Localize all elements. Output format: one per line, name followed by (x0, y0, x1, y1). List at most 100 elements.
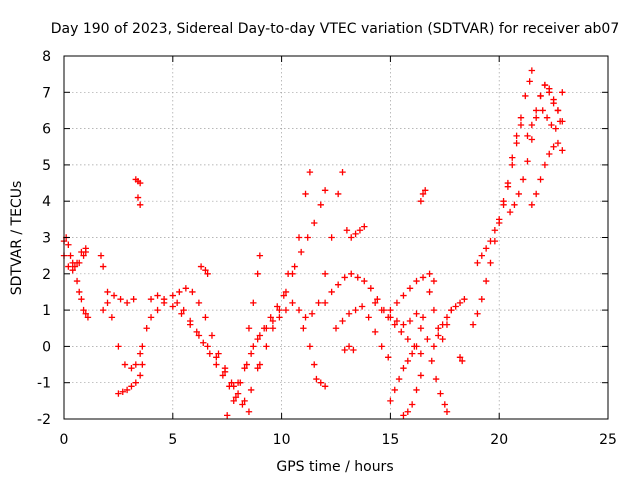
data-point (297, 248, 305, 256)
data-point (134, 194, 142, 201)
data-point (254, 364, 261, 372)
series-t33 (469, 67, 536, 328)
data-point (206, 350, 213, 357)
data-point (456, 299, 464, 307)
data-point (321, 383, 329, 390)
data-point (487, 259, 494, 267)
data-point (350, 346, 357, 354)
data-point (119, 388, 126, 395)
data-point (539, 107, 546, 114)
data-point (306, 343, 314, 350)
data-point (528, 67, 536, 74)
data-point (400, 364, 407, 372)
data-point (554, 139, 562, 147)
series-t19 (300, 325, 318, 368)
data-point (71, 263, 79, 270)
data-point (250, 343, 257, 350)
data-point (482, 277, 490, 285)
data-point (130, 296, 137, 303)
data-point (517, 114, 525, 121)
data-point (513, 139, 520, 147)
data-point (474, 310, 481, 317)
data-point (537, 176, 544, 183)
series-t31 (430, 296, 468, 350)
series-t9 (143, 285, 261, 405)
data-point (193, 328, 200, 336)
axis-ticks (63, 55, 609, 420)
data-point (82, 245, 89, 252)
data-point (136, 201, 144, 209)
data-point (422, 187, 429, 194)
data-point (132, 379, 140, 386)
data-point (234, 390, 242, 397)
data-point (469, 321, 477, 328)
data-point (345, 310, 353, 317)
data-point (430, 277, 438, 285)
data-point (419, 190, 427, 198)
data-point (378, 343, 385, 350)
data-point (404, 335, 412, 343)
data-point (439, 321, 446, 328)
data-point (247, 350, 255, 357)
data-point (328, 288, 335, 296)
series-t28 (417, 187, 429, 205)
data-point (406, 317, 414, 325)
data-point (334, 190, 342, 198)
data-point (263, 343, 270, 350)
data-point (317, 201, 324, 209)
series-t13 (224, 168, 314, 419)
data-point (452, 303, 459, 310)
data-point (432, 375, 440, 383)
data-point (393, 317, 401, 325)
data-point (104, 299, 111, 307)
series-t8 (134, 194, 144, 209)
data-point (550, 143, 557, 150)
data-point (554, 107, 562, 114)
data-point (559, 89, 566, 96)
data-point (230, 383, 237, 390)
series-t36 (528, 139, 566, 209)
data-point (437, 390, 444, 397)
data-point (274, 303, 281, 310)
data-point (391, 321, 398, 328)
data-point (404, 357, 412, 365)
data-point (256, 361, 264, 368)
data-point (341, 346, 348, 354)
data-point (413, 277, 420, 285)
series-t32 (456, 354, 466, 365)
data-point (354, 274, 361, 281)
data-point (443, 314, 451, 321)
data-point (202, 266, 209, 274)
data-point (528, 201, 536, 209)
data-point (132, 361, 140, 368)
data-point (404, 408, 412, 415)
series-t5 (99, 292, 137, 314)
data-point (215, 350, 222, 357)
data-point (302, 314, 309, 321)
data-point (115, 343, 122, 350)
data-point (73, 259, 81, 267)
data-point (247, 386, 255, 394)
data-point (348, 270, 355, 277)
data-point (213, 361, 220, 368)
data-point (408, 350, 416, 357)
data-point (117, 296, 124, 303)
data-point (361, 277, 368, 285)
data-point (365, 314, 372, 321)
data-point (315, 299, 322, 307)
data-point (308, 310, 316, 317)
data-point (115, 390, 122, 397)
data-point (284, 270, 292, 277)
data-point (513, 132, 520, 140)
data-point (474, 259, 481, 267)
series-t4 (97, 252, 146, 372)
data-point (378, 306, 385, 314)
x-axis-label: GPS time / hours (276, 459, 393, 475)
data-point (276, 306, 283, 314)
y-tick-label: 2 (42, 267, 51, 283)
data-point (80, 306, 87, 314)
data-point (332, 325, 340, 332)
data-point (197, 263, 205, 270)
data-point (439, 335, 446, 343)
data-point (84, 314, 92, 321)
